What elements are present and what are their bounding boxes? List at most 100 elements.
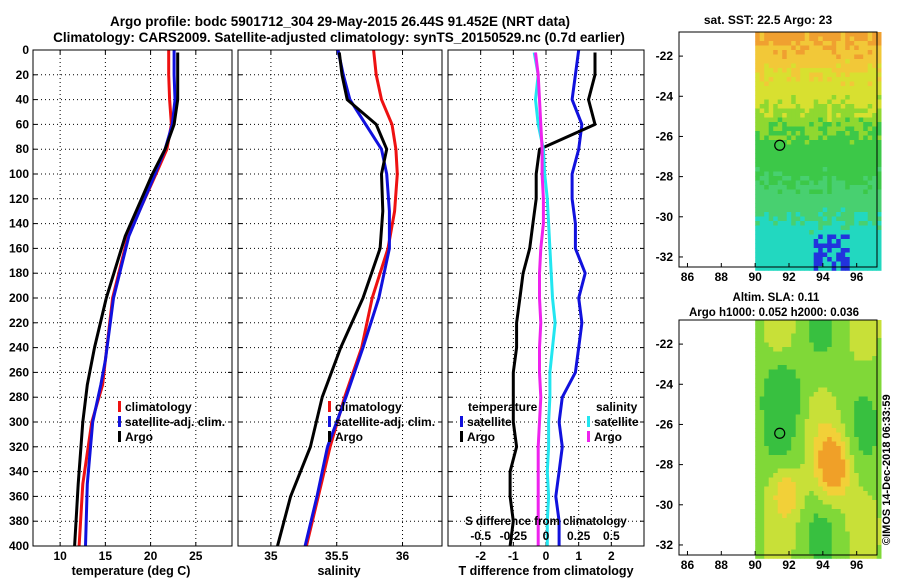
map-cell — [872, 72, 877, 78]
map-cell — [809, 257, 814, 262]
map-cell — [804, 423, 810, 429]
map-cell — [831, 419, 837, 424]
map-cell — [872, 63, 877, 69]
map-cell — [845, 140, 850, 145]
map-cell — [759, 441, 765, 447]
map-cell — [791, 531, 796, 537]
map-cell — [764, 144, 769, 150]
legend-label-t-argo: Argo — [467, 430, 495, 444]
map-cell — [813, 405, 819, 411]
map-cell — [809, 108, 814, 114]
map-cell — [800, 473, 805, 478]
map-x-tick-label: 86 — [681, 270, 695, 284]
map-cell — [836, 50, 841, 55]
map-cell — [836, 176, 841, 181]
map-cell — [876, 185, 882, 190]
map-cell — [836, 234, 841, 240]
map-cell — [800, 180, 805, 186]
map-cell — [773, 446, 778, 451]
map-cell — [818, 113, 823, 118]
map-cell — [827, 491, 832, 496]
map-cell — [809, 468, 814, 474]
map-cell — [845, 486, 850, 492]
map-cell — [759, 504, 765, 510]
map-cell — [759, 369, 765, 375]
depth-tick-label: 180 — [9, 266, 29, 280]
map-cell — [854, 81, 859, 87]
map-cell — [773, 153, 778, 159]
map-cell — [755, 459, 760, 465]
map-cell — [854, 176, 859, 181]
map-cell — [786, 63, 792, 69]
map-cell — [782, 320, 787, 325]
map-cell — [782, 104, 787, 109]
map-cell — [804, 248, 810, 253]
x-tick-label: 20 — [144, 549, 158, 563]
map-cell — [827, 104, 832, 109]
map-cell — [800, 135, 805, 141]
map-cell — [858, 95, 864, 100]
map-cell — [764, 432, 769, 438]
map-cell — [872, 518, 877, 523]
map-cell — [764, 257, 769, 262]
map-cell — [836, 54, 841, 60]
map-cell — [831, 180, 837, 186]
map-cell — [849, 207, 855, 213]
map-cell — [845, 221, 850, 226]
map-cell — [876, 216, 882, 222]
map-cell — [854, 171, 859, 177]
map-cell — [845, 194, 850, 199]
map-cell — [845, 36, 850, 42]
map-cell — [867, 432, 873, 438]
map-cell — [845, 117, 850, 123]
map-cell — [764, 468, 769, 474]
map-cell — [818, 167, 823, 172]
map-cell — [836, 140, 841, 145]
map-cell — [831, 99, 837, 105]
map-cell — [755, 369, 760, 375]
map-cell — [786, 536, 792, 541]
map-cell — [804, 450, 810, 456]
map-cell — [827, 198, 832, 204]
map-cell — [809, 248, 814, 253]
map-cell — [836, 32, 841, 37]
map-cell — [867, 329, 873, 334]
map-cell — [818, 45, 823, 51]
map-cell — [768, 374, 774, 379]
map-cell — [782, 482, 787, 487]
map-cell — [755, 414, 760, 420]
map-cell — [822, 171, 828, 177]
map-cell — [764, 261, 769, 267]
map-cell — [840, 144, 846, 150]
map-cell — [759, 342, 765, 348]
map-cell — [791, 153, 796, 159]
map-cell — [854, 513, 859, 519]
map-cell — [800, 504, 805, 510]
map-cell — [876, 545, 882, 550]
map-cell — [849, 239, 855, 244]
map-cell — [786, 140, 792, 145]
map-cell — [755, 261, 760, 267]
map-cell — [764, 387, 769, 393]
map-cell — [831, 45, 837, 51]
map-cell — [831, 162, 837, 168]
map-cell — [872, 509, 877, 514]
map-cell — [831, 329, 837, 334]
map-cell — [791, 234, 796, 240]
map-cell — [854, 153, 859, 159]
map-cell — [867, 549, 873, 555]
map-cell — [809, 410, 814, 415]
map-cell — [768, 207, 774, 213]
map-cell — [809, 414, 814, 420]
map-cell — [759, 212, 765, 217]
map-cell — [768, 153, 774, 159]
map-cell — [786, 432, 792, 438]
map-cell — [840, 203, 846, 208]
map-cell — [800, 140, 805, 145]
map-cell — [872, 396, 877, 402]
map-cell — [827, 338, 832, 343]
map-cell — [782, 491, 787, 496]
map-cell — [822, 158, 828, 163]
map-cell — [840, 401, 846, 406]
map-cell — [849, 509, 855, 514]
